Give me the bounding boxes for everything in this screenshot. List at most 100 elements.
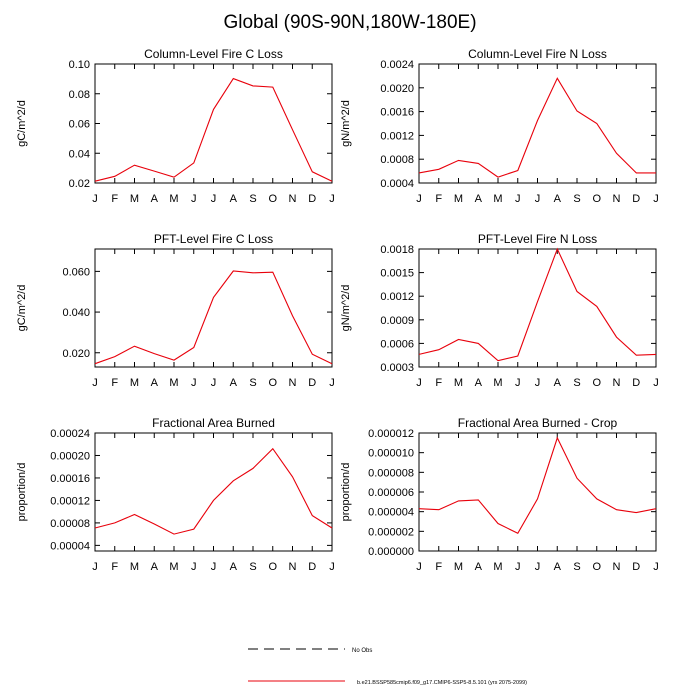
x-tick-label: D <box>632 561 640 573</box>
x-tick-label: J <box>92 193 98 205</box>
series-line <box>418 247 657 362</box>
x-tick-label: D <box>632 193 640 205</box>
y-tick-label: 0.0006 <box>380 338 414 350</box>
x-tick-label: D <box>308 377 316 389</box>
y-tick-label: 0.000006 <box>368 487 414 499</box>
x-tick-label: F <box>435 561 442 573</box>
x-tick-label: S <box>573 377 580 389</box>
y-tick-label: 0.0016 <box>380 107 414 119</box>
plot-frame <box>418 63 657 184</box>
series-line <box>94 270 333 365</box>
x-tick-label: A <box>554 561 562 573</box>
y-axis-label: proportion/d <box>16 463 28 522</box>
x-tick-label: O <box>592 561 601 573</box>
x-tick-label: O <box>268 193 277 205</box>
x-tick-label: F <box>435 193 442 205</box>
x-tick-label: J <box>191 377 197 389</box>
y-tick-label: 0.00012 <box>50 495 90 507</box>
x-tick-label: J <box>92 377 98 389</box>
x-tick-label: A <box>554 377 562 389</box>
x-tick-label: J <box>211 377 217 389</box>
x-tick-label: M <box>493 193 502 205</box>
x-tick-label: J <box>416 193 422 205</box>
x-tick-label: M <box>454 193 463 205</box>
x-tick-label: D <box>308 193 316 205</box>
y-tick-label: 0.020 <box>62 348 90 360</box>
plot-frame <box>94 248 333 368</box>
x-tick-label: J <box>653 377 659 389</box>
y-axis-label: proportion/d <box>340 463 352 522</box>
y-tick-label: 0.000012 <box>368 428 414 440</box>
legend: No Obs b.e21.BSSP585cmip6.f09_g17.CMIP6-S… <box>248 648 527 686</box>
series-line <box>418 77 656 178</box>
panel-title: Fractional Area Burned <box>152 416 275 430</box>
x-tick-label: J <box>515 377 521 389</box>
x-tick-label: J <box>329 193 335 205</box>
panel-title: PFT-Level Fire C Loss <box>154 232 273 246</box>
x-tick-label: O <box>268 377 277 389</box>
panel-6: J F M A M J J A S O N D J0.0000000.0000020.0000040.0… <box>340 416 659 573</box>
y-tick-label: 0.060 <box>62 266 90 278</box>
x-tick-label: M <box>130 377 139 389</box>
panel-5: J F M A M J J A S O N D J0.000040.000080.000120.0001… <box>16 416 335 573</box>
panel-1: J F M A M J J A S O N D J0.020.040.060.080.10Column-… <box>16 47 335 205</box>
x-tick-label: M <box>454 561 463 573</box>
x-tick-label: F <box>111 193 118 205</box>
x-tick-label: F <box>111 377 118 389</box>
x-tick-label: J <box>191 193 197 205</box>
series-line <box>418 436 657 535</box>
y-tick-label: 0.000000 <box>368 546 414 558</box>
x-tick-label: J <box>535 193 541 205</box>
y-tick-label: 0.00004 <box>50 540 90 552</box>
x-tick-label: J <box>416 561 422 573</box>
y-tick-label: 0.00008 <box>50 518 90 530</box>
x-tick-label: F <box>435 377 442 389</box>
x-tick-label: O <box>592 193 601 205</box>
x-tick-label: O <box>268 561 277 573</box>
x-tick-label: A <box>230 561 238 573</box>
x-tick-label: J <box>191 561 197 573</box>
y-tick-label: 0.0020 <box>380 83 414 95</box>
panel-2: J F M A M J J A S O N D J0.00040.00080.00120.00160.0… <box>340 47 659 205</box>
x-tick-label: D <box>632 377 640 389</box>
x-tick-label: J <box>535 561 541 573</box>
x-tick-label: N <box>289 561 297 573</box>
plot-frame <box>94 432 333 552</box>
x-tick-label: J <box>653 561 659 573</box>
y-axis-label: gC/m^2/d <box>16 100 28 147</box>
x-tick-label: D <box>308 561 316 573</box>
x-tick-label: A <box>151 377 159 389</box>
series-line <box>94 447 333 535</box>
y-tick-label: 0.0008 <box>380 154 414 166</box>
y-axis-label: gC/m^2/d <box>16 285 28 332</box>
y-tick-label: 0.0024 <box>380 59 414 71</box>
x-tick-label: M <box>130 193 139 205</box>
plot-frame <box>418 432 657 552</box>
panel-title: Column-Level Fire N Loss <box>468 47 607 61</box>
x-tick-label: M <box>493 561 502 573</box>
x-tick-label: N <box>613 561 621 573</box>
x-tick-label: M <box>493 377 502 389</box>
y-tick-label: 0.0012 <box>380 130 414 142</box>
panel-4: J F M A M J J A S O N D J0.00030.00060.00090.00120.0… <box>340 232 659 389</box>
legend-obs-label: No Obs <box>352 648 372 654</box>
x-tick-label: N <box>289 193 297 205</box>
x-tick-label: S <box>249 193 256 205</box>
y-tick-label: 0.0015 <box>380 268 414 280</box>
x-tick-label: J <box>515 561 521 573</box>
x-tick-label: M <box>169 561 178 573</box>
x-tick-label: J <box>329 561 335 573</box>
y-tick-label: 0.000008 <box>368 467 414 479</box>
x-tick-label: J <box>535 377 541 389</box>
x-tick-label: M <box>130 561 139 573</box>
panel-title: Fractional Area Burned - Crop <box>458 416 618 430</box>
x-tick-label: A <box>475 377 483 389</box>
x-tick-label: J <box>416 377 422 389</box>
legend-model-label: b.e21.BSSP585cmip6.f09_g17.CMIP6-SSP5-8.… <box>357 680 527 686</box>
y-axis-label: gN/m^2/d <box>340 100 352 147</box>
y-tick-label: 0.06 <box>69 119 90 131</box>
y-tick-label: 0.0003 <box>380 362 414 374</box>
